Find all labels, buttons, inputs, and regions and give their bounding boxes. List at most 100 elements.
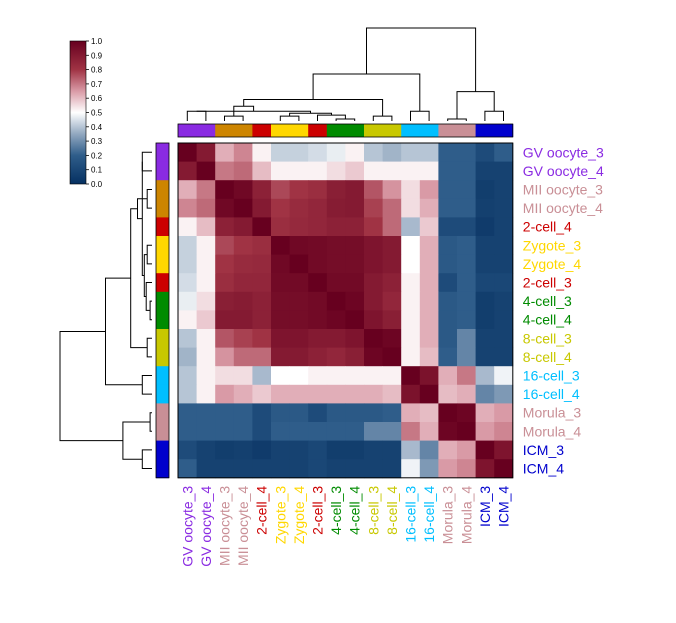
heatmap-cell-16-cell-3-x-icm-3	[475, 366, 495, 386]
heatmap-cell-icm-3-x-zygote-3	[271, 440, 290, 460]
heatmap-cell-4-cell-4-x-zygote-4	[289, 310, 309, 330]
heatmap-cell-morula-4-x-gv-oocyte-4	[196, 422, 216, 441]
top-dendrogram-branch	[366, 27, 477, 92]
column-label-mii-oocyte-4: MII oocyte_4	[235, 486, 251, 566]
heatmap-cell-2-cell-4-x-gv-oocyte-4	[196, 217, 216, 237]
heatmap-cell-zygote-4-x-mii-oocyte-4	[233, 254, 253, 274]
heatmap-cell-2-cell-4-x-mii-oocyte-4	[233, 217, 253, 237]
heatmap-cell-mii-oocyte-3-x-gv-oocyte-3	[178, 180, 197, 200]
left-dendrogram-branch	[141, 375, 152, 395]
column-label-icm-3: ICM_3	[477, 486, 493, 527]
heatmap-cell-zygote-4-x-16-cell-4	[419, 254, 439, 274]
heatmap-cell-gv-oocyte-3-x-zygote-3	[271, 143, 290, 162]
heatmap-cell-2-cell-3-x-16-cell-4	[419, 273, 439, 293]
top-group-swatch-mii-oocyte-4	[233, 124, 253, 137]
heatmap-cell-gv-oocyte-3-x-16-cell-3	[401, 143, 421, 162]
heatmap-cell-8-cell-4-x-mii-oocyte-3	[215, 347, 235, 367]
heatmap-cell-4-cell-3-x-morula-3	[438, 291, 458, 311]
heatmap-cell-4-cell-4-x-icm-3	[475, 310, 495, 330]
heatmap-cell-gv-oocyte-3-x-2-cell-3	[308, 143, 328, 162]
top-group-swatch-2-cell-4	[252, 124, 272, 137]
left-group-swatch-2-cell-3	[156, 273, 169, 293]
heatmap-cell-gv-oocyte-4-x-2-cell-3	[308, 161, 328, 181]
heatmap-cell-mii-oocyte-3-x-mii-oocyte-4	[233, 180, 253, 200]
heatmap-cell-icm-3-x-8-cell-3	[364, 440, 383, 460]
color-scale-tick-label: 0.4	[91, 123, 103, 132]
heatmap-cell-16-cell-4-x-8-cell-3	[364, 384, 383, 404]
left-group-swatch-morula-4	[156, 422, 169, 441]
heatmap-cell-zygote-3-x-16-cell-3	[401, 236, 421, 255]
heatmap-cell-zygote-4-x-16-cell-3	[401, 254, 421, 274]
heatmap-cell-icm-4-x-2-cell-4	[252, 459, 272, 479]
heatmap-cell-zygote-3-x-2-cell-4	[252, 236, 272, 255]
heatmap-cell-mii-oocyte-4-x-2-cell-3	[308, 198, 328, 218]
heatmap-cell-mii-oocyte-4-x-2-cell-4	[252, 198, 272, 218]
heatmap-cell-zygote-4-x-8-cell-4	[382, 254, 402, 274]
heatmap-cell-mii-oocyte-4-x-8-cell-4	[382, 198, 402, 218]
heatmap-cell-morula-4-x-8-cell-4	[382, 422, 402, 441]
heatmap-cell-zygote-4-x-zygote-3	[271, 254, 290, 274]
top-dendrogram-branch	[196, 110, 311, 114]
heatmap-cell-icm-3-x-gv-oocyte-4	[196, 440, 216, 460]
heatmap-cell-16-cell-3-x-gv-oocyte-4	[196, 366, 216, 386]
top-dendrogram-branch	[335, 118, 356, 121]
heatmap-cell-icm-3-x-2-cell-3	[308, 440, 328, 460]
heatmap-cell-8-cell-3-x-4-cell-3	[326, 329, 346, 348]
top-group-swatch-morula-4	[457, 124, 476, 137]
heatmap-cell-zygote-4-x-morula-4	[457, 254, 476, 274]
row-label-16-cell-3: 16-cell_3	[523, 368, 580, 384]
heatmap-cell-8-cell-4-x-zygote-4	[289, 347, 309, 367]
top-group-swatch-16-cell-3	[401, 124, 421, 137]
heatmap-cell-4-cell-3-x-2-cell-4	[252, 291, 272, 311]
heatmap-cell-16-cell-4-x-gv-oocyte-4	[196, 384, 216, 404]
heatmap-cell-zygote-3-x-mii-oocyte-4	[233, 236, 253, 255]
row-label-gv-oocyte-4: GV oocyte_4	[523, 163, 604, 179]
column-label-mii-oocyte-3: MII oocyte_3	[217, 486, 233, 566]
heatmap-cell-mii-oocyte-3-x-8-cell-4	[382, 180, 402, 200]
color-scale-tick-label: 0.8	[91, 66, 103, 75]
heatmap-cell-morula-3-x-4-cell-4	[345, 403, 365, 423]
heatmap-cell-2-cell-3-x-4-cell-3	[326, 273, 346, 293]
heatmap-cell-icm-3-x-gv-oocyte-3	[178, 440, 197, 460]
heatmap-cell-gv-oocyte-3-x-morula-3	[438, 143, 458, 162]
heatmap-cell-mii-oocyte-3-x-4-cell-4	[345, 180, 365, 200]
heatmap-cell-8-cell-3-x-8-cell-3	[364, 329, 383, 348]
heatmap-cell-gv-oocyte-3-x-icm-3	[475, 143, 495, 162]
heatmap-cell-4-cell-4-x-8-cell-3	[364, 310, 383, 330]
column-label-zygote-4: Zygote_4	[291, 486, 307, 545]
heatmap-cell-icm-4-x-8-cell-4	[382, 459, 402, 479]
heatmap-cell-8-cell-3-x-zygote-3	[271, 329, 290, 348]
heatmap-cell-zygote-3-x-morula-3	[438, 236, 458, 255]
heatmap-cell-16-cell-4-x-zygote-4	[289, 384, 309, 404]
heatmap-cell-2-cell-4-x-morula-3	[438, 217, 458, 237]
heatmap-cell-8-cell-3-x-morula-3	[438, 329, 458, 348]
top-dendrogram-branch	[186, 110, 207, 121]
color-scale-tick-label: 1.0	[91, 37, 103, 46]
heatmap-cell-mii-oocyte-3-x-16-cell-3	[401, 180, 421, 200]
heatmap-cell-morula-3-x-4-cell-3	[326, 403, 346, 423]
heatmap-cell-mii-oocyte-4-x-zygote-3	[271, 198, 290, 218]
heatmap-cell-2-cell-4-x-zygote-4	[289, 217, 309, 237]
heatmap-cell-icm-3-x-morula-4	[457, 440, 476, 460]
heatmap-cell-2-cell-4-x-icm-4	[494, 217, 514, 237]
left-group-swatch-zygote-4	[156, 254, 169, 274]
top-group-swatch-4-cell-4	[345, 124, 365, 137]
heatmap-cell-icm-4-x-16-cell-4	[419, 459, 439, 479]
heatmap-cell-2-cell-4-x-morula-4	[457, 217, 476, 237]
heatmap-cell-zygote-3-x-morula-4	[457, 236, 476, 255]
heatmap-cell-4-cell-3-x-gv-oocyte-4	[196, 291, 216, 311]
heatmap-cell-icm-3-x-4-cell-4	[345, 440, 365, 460]
row-label-icm-3: ICM_3	[523, 442, 564, 458]
left-group-swatch-16-cell-4	[156, 384, 169, 404]
heatmap-cell-morula-3-x-zygote-3	[271, 403, 290, 423]
color-scale-tick-label: 0.2	[91, 151, 103, 160]
left-dendrogram	[59, 151, 152, 469]
heatmap-cell-mii-oocyte-4-x-4-cell-4	[345, 198, 365, 218]
heatmap-cell-gv-oocyte-4-x-8-cell-3	[364, 161, 383, 181]
heatmap-cell-icm-3-x-16-cell-3	[401, 440, 421, 460]
column-label-2-cell-4: 2-cell_4	[254, 486, 270, 535]
left-dendrogram-branch	[146, 189, 152, 209]
heatmap-cell-4-cell-3-x-icm-4	[494, 291, 514, 311]
heatmap-cell-icm-3-x-4-cell-3	[326, 440, 346, 460]
